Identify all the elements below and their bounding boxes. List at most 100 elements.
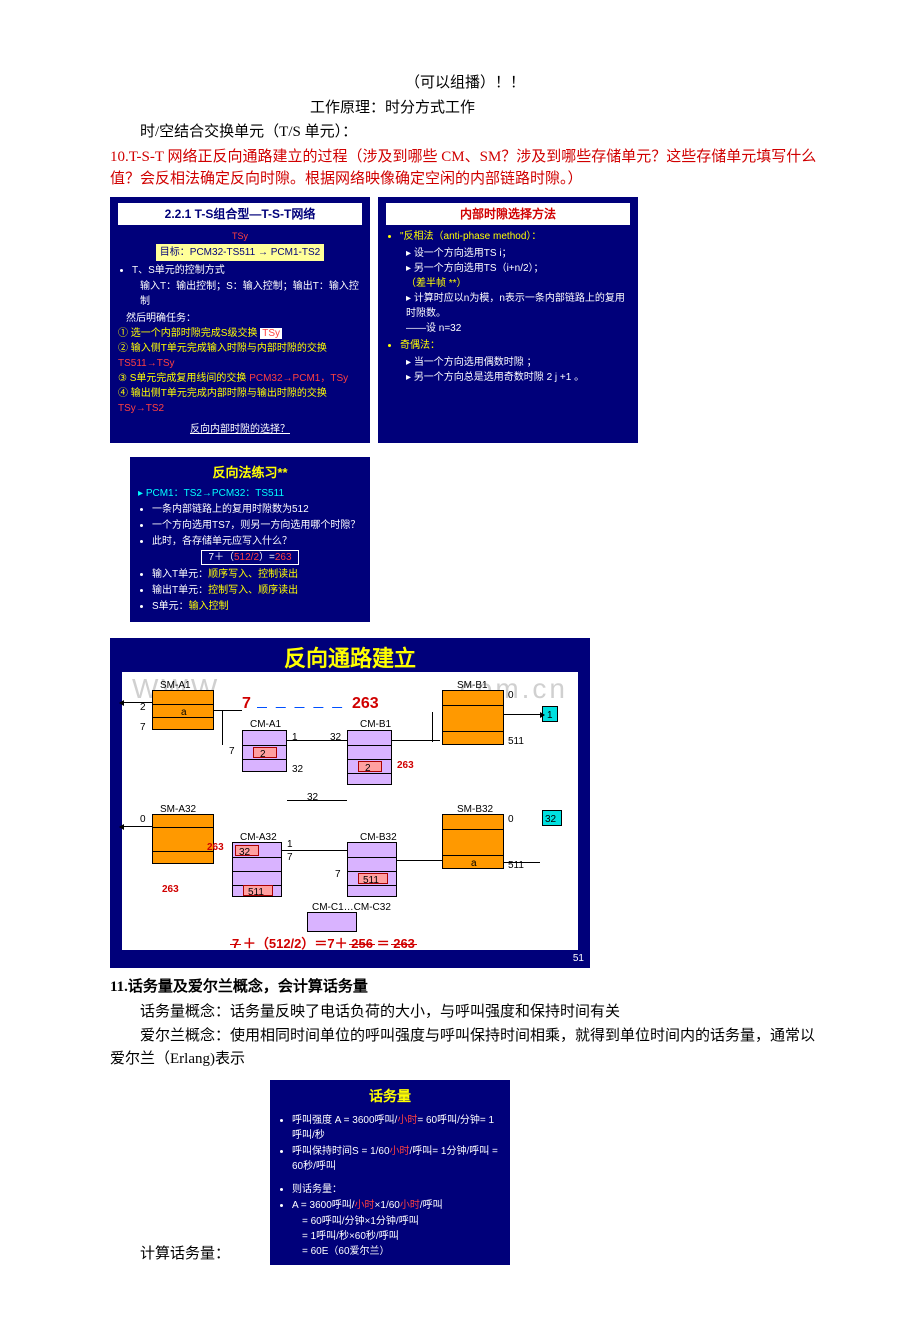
- slide1-step3: ③ S单元完成复用线间的交换 PCM32→PCM1，TSy: [118, 371, 362, 386]
- slide1-bullet1a: 输入T：输出控制；S：输入控制；输出T：输入控制: [132, 279, 362, 309]
- lbl-sm-b1-511: 511: [508, 734, 524, 749]
- intro-line-2: 工作原理：时分方式工作: [110, 97, 820, 120]
- box-sm-a32: [152, 814, 214, 864]
- lbl-cm-a1-32: 32: [292, 762, 303, 777]
- slide-method: 内部时隙选择方法 "反相法（anti-phase method）： ▸ 设一个方…: [378, 197, 638, 443]
- slide2-b1b: ▸ 另一个方向选用TS（i+n/2）；: [406, 261, 630, 276]
- slide2-b2b: ▸ 另一个方向总是选用奇数时隙 2 j +1 。: [406, 370, 630, 385]
- dashed-link: — — — — —: [257, 700, 345, 715]
- hl-cm-a32-32: 32: [235, 845, 259, 856]
- arrow-sm-a32-out: [124, 826, 152, 827]
- section-11-heading: 11.话务量及爱尔兰概念，会计算话务量: [110, 976, 820, 999]
- slide3-b7: S单元：输入控制: [152, 599, 362, 614]
- box-cm-a1: 2: [242, 730, 287, 772]
- conn-a1-v: [222, 710, 223, 745]
- box-cyan-32: 32: [542, 810, 562, 826]
- lbl-sm-b32-0: 0: [508, 812, 514, 827]
- arrow-sm-b32-in: [504, 862, 540, 863]
- traffic-l3: 则话务量：: [292, 1182, 502, 1197]
- slide2-b1c: （差半帧 **）: [406, 276, 630, 291]
- slide2-title: 内部时隙选择方法: [386, 203, 630, 225]
- diagram-title: 反向通路建立: [110, 638, 590, 675]
- traffic-title: 话务量: [278, 1086, 502, 1107]
- slide3-b6: 输出T单元：控制写入、顺序读出: [152, 583, 362, 598]
- slide2-b2a: ▸ 当一个方向选用偶数时隙 ；: [406, 355, 630, 370]
- slide3-title: 反向法练习**: [138, 463, 362, 483]
- formula: 7 ＋（512/2）＝7＋ 256 ＝ 263: [232, 934, 415, 954]
- lbl-cm-b1-32: 32: [330, 730, 341, 745]
- lbl-sm-b32-511: 511: [508, 858, 524, 873]
- slide2-b1e: ——设 n=32: [406, 321, 630, 336]
- lbl-sm-b1-0: 0: [508, 688, 514, 703]
- diagram-reverse-path: 反向通路建立 WWW com.cn 7 — — — — — 263 SM-A1 …: [110, 638, 590, 968]
- slide2-b1a: ▸ 设一个方向选用TS i；: [406, 246, 630, 261]
- conn-bot-1: [282, 850, 347, 851]
- slide3-b5: 输入T单元：顺序写入、控制读出: [152, 567, 362, 582]
- slide-row-1: 2.2.1 T-S组合型—T-S-T网络 TSy 目标：PCM32-TS511 …: [110, 197, 820, 443]
- slide2-b1: "反相法（anti-phase method）：: [400, 229, 630, 244]
- box-cm-c: [307, 912, 357, 932]
- lbl-sm-b32-a: a: [471, 856, 477, 871]
- box-cm-b1: 2: [347, 730, 392, 785]
- slide1-step1: ① 选一个内部时隙完成S级交换 TSy: [118, 326, 362, 341]
- conn-b1-v: [432, 712, 433, 742]
- arrow-sm-b1-out: [504, 714, 540, 715]
- diagram-pagenum: 51: [573, 951, 584, 966]
- slide1-goal: 目标：PCM32-TS511 → PCM1-TS2: [156, 244, 324, 261]
- conn-bot-2: [397, 860, 442, 861]
- box-cm-b32: 511: [347, 842, 397, 897]
- lbl-cm-a32-7: 7: [287, 850, 293, 865]
- hl-cm-b32-511: 511: [358, 873, 388, 884]
- calc-label: 计算话务量：: [110, 1243, 250, 1266]
- lbl-cm-a1-1: 1: [292, 730, 298, 745]
- slide1-step4: ④ 输出侧T单元完成内部时隙与输出时隙的交换 TSy→TS2: [118, 386, 362, 416]
- box-cm-a32: 32 511: [232, 842, 282, 897]
- slide3-b2: 一条内部链路上的复用时隙数为512: [152, 502, 362, 517]
- slide1-title: 2.2.1 T-S组合型—T-S-T网络: [118, 203, 362, 225]
- slide2-b1d: ▸ 计算时应以n为模，n表示一条内部链路上的复用时隙数。: [406, 291, 630, 321]
- slide3-calc: 7＋（512/2）=263: [201, 550, 298, 565]
- slide1-bullet1: T、S单元的控制方式: [132, 263, 362, 278]
- lbl-mid-32: 32: [307, 790, 318, 805]
- slide-traffic: 话务量 呼叫强度 A = 3600呼叫/小时= 60呼叫/分钟= 1呼叫/秒 呼…: [270, 1080, 510, 1265]
- traffic-l1: 呼叫强度 A = 3600呼叫/小时= 60呼叫/分钟= 1呼叫/秒: [292, 1113, 502, 1143]
- lbl-sm-a32-0: 0: [140, 812, 146, 827]
- traffic-l5: = 60呼叫/分钟×1分钟/呼叫: [302, 1214, 502, 1229]
- hl-cm-b1: 2: [358, 761, 382, 772]
- conn-cm-a1-b1: [287, 740, 347, 741]
- traffic-l7: = 60E（60爱尔兰）: [302, 1244, 502, 1259]
- hl-cm-a32-511: 511: [243, 885, 273, 896]
- lbl-sm-a1-a: a: [181, 705, 187, 720]
- lbl-top-263: 263: [352, 692, 379, 716]
- slide3-b4: 此时，各存储单元应写入什么？: [152, 534, 362, 549]
- slide-tst-network: 2.2.1 T-S组合型—T-S-T网络 TSy 目标：PCM32-TS511 …: [110, 197, 370, 443]
- diagram-canvas: WWW com.cn 7 — — — — — 263 SM-A1 a 2 7 C…: [122, 672, 578, 950]
- lbl-cm-a1-7: 7: [229, 744, 235, 759]
- slide1-question: 反向内部时隙的选择？: [190, 424, 290, 435]
- calc-row: 计算话务量： 话务量 呼叫强度 A = 3600呼叫/小时= 60呼叫/分钟= …: [110, 1080, 820, 1265]
- slide-exercise: 反向法练习** ▸ PCM1：TS2→PCM32：TS511 一条内部链路上的复…: [130, 457, 370, 623]
- lbl-cm-b1-263: 263: [397, 758, 414, 773]
- intro-line-3: 时/空结合交换单元（T/S 单元）：: [110, 121, 820, 144]
- box-sm-a1: a: [152, 690, 214, 730]
- traffic-l4: A = 3600呼叫/小时×1/60小时/呼叫: [292, 1198, 502, 1213]
- box-sm-b32: a: [442, 814, 504, 869]
- arrow-sm-a1-out: [124, 702, 152, 703]
- lbl-top-7: 7: [242, 692, 251, 716]
- conn-mid: [287, 800, 347, 801]
- section-11-line2: 爱尔兰概念：使用相同时间单位的呼叫强度与呼叫保持时间相乘，就得到单位时间内的话务…: [110, 1025, 820, 1070]
- lbl-sm-a32-263: 263: [162, 882, 179, 897]
- slide3-b1: ▸ PCM1：TS2→PCM32：TS511: [138, 486, 362, 501]
- lbl-cm-a32-263: 263: [207, 840, 224, 855]
- lbl-sm-a1-7: 7: [140, 720, 146, 735]
- slide1-step2: ② 输入侧T单元完成输入时隙与内部时隙的交换 TS511→TSy: [118, 341, 362, 371]
- section-11-line1: 话务量概念：话务量反映了电话负荷的大小，与呼叫强度和保持时间有关: [110, 1001, 820, 1024]
- slide1-tsy: TSy: [232, 231, 248, 241]
- question-10: 10.T-S-T 网络正反向通路建立的过程（涉及到哪些 CM、SM？涉及到哪些存…: [110, 146, 820, 191]
- conn-a1-cm: [214, 710, 242, 711]
- lbl-cm-b32-7: 7: [335, 867, 341, 882]
- box-sm-b1: [442, 690, 504, 745]
- traffic-l2: 呼叫保持时间S = 1/60小时/呼叫= 1分钟/呼叫 = 60秒/呼叫: [292, 1144, 502, 1174]
- slide2-b2: 奇偶法：: [400, 338, 630, 353]
- slide3-b3: 一个方向选用TS7，则另一方向选用哪个时隙？: [152, 518, 362, 533]
